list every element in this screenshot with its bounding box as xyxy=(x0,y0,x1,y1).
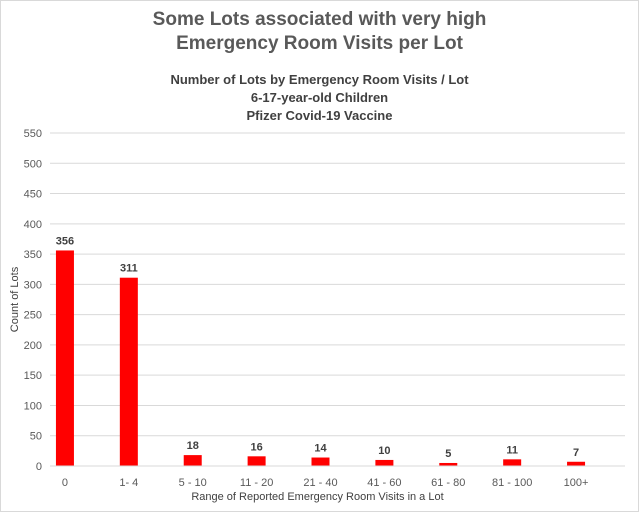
bars xyxy=(55,250,586,466)
chart-title-line-2: Emergency Room Visits per Lot xyxy=(176,33,463,54)
bar xyxy=(183,455,202,466)
data-label: 10 xyxy=(378,445,390,457)
y-tick-label: 200 xyxy=(24,340,42,352)
y-tick-label: 450 xyxy=(24,189,42,201)
y-tick-label: 550 xyxy=(24,128,42,140)
data-label: 18 xyxy=(187,440,199,452)
x-tick-label: 0 xyxy=(62,477,68,489)
y-axis-label: Count of Lots xyxy=(9,266,21,332)
x-tick-label: 1- 4 xyxy=(119,477,138,489)
data-label: 5 xyxy=(445,448,451,460)
gridlines xyxy=(50,132,625,437)
data-label: 14 xyxy=(314,443,327,455)
data-label: 7 xyxy=(573,447,579,459)
data-labels: 356 311 18 16 14 10 5 11 7 xyxy=(56,235,579,460)
y-tick-label: 150 xyxy=(24,370,42,382)
data-label: 356 xyxy=(56,235,74,247)
bar xyxy=(311,457,330,466)
y-tick-label: 400 xyxy=(24,219,42,231)
y-tick-labels: 0 50 100 150 200 250 300 350 400 450 500 550 xyxy=(24,128,42,473)
x-tick-label: 81 - 100 xyxy=(492,477,532,489)
x-tick-label: 61 - 80 xyxy=(431,477,465,489)
bar xyxy=(55,250,74,466)
chart-title-line-1: Some Lots associated with very high xyxy=(152,9,487,30)
y-tick-label: 100 xyxy=(24,400,42,412)
y-tick-label: 300 xyxy=(24,279,42,291)
bar xyxy=(567,461,586,466)
chart-subtitle-line-1: Number of Lots by Emergency Room Visits … xyxy=(170,72,469,87)
bar xyxy=(247,456,266,466)
bar xyxy=(119,277,138,466)
x-tick-label: 41 - 60 xyxy=(367,477,401,489)
y-tick-label: 250 xyxy=(24,310,42,322)
y-tick-label: 500 xyxy=(24,158,42,170)
data-label: 311 xyxy=(120,263,138,275)
y-tick-label: 0 xyxy=(36,461,42,473)
data-label: 16 xyxy=(250,441,262,453)
x-tick-label: 5 - 10 xyxy=(179,477,207,489)
chart-subtitle-line-2: 6-17-year-old Children xyxy=(250,90,389,105)
x-tick-labels: 0 1- 4 5 - 10 11 - 20 21 - 40 41 - 60 61 - 80 8… xyxy=(62,477,589,489)
bar xyxy=(439,462,458,466)
chart-subtitle-line-3: Pfizer Covid-19 Vaccine xyxy=(246,108,393,123)
x-tick-label: 100+ xyxy=(564,477,589,489)
bar xyxy=(375,459,394,466)
x-tick-label: 21 - 40 xyxy=(303,477,337,489)
bar xyxy=(503,459,522,466)
y-tick-label: 350 xyxy=(24,249,42,261)
y-tick-label: 50 xyxy=(30,431,42,443)
data-label: 11 xyxy=(506,444,518,456)
x-axis-label: Range of Reported Emergency Room Visits … xyxy=(191,491,443,503)
x-tick-label: 11 - 20 xyxy=(240,477,273,489)
